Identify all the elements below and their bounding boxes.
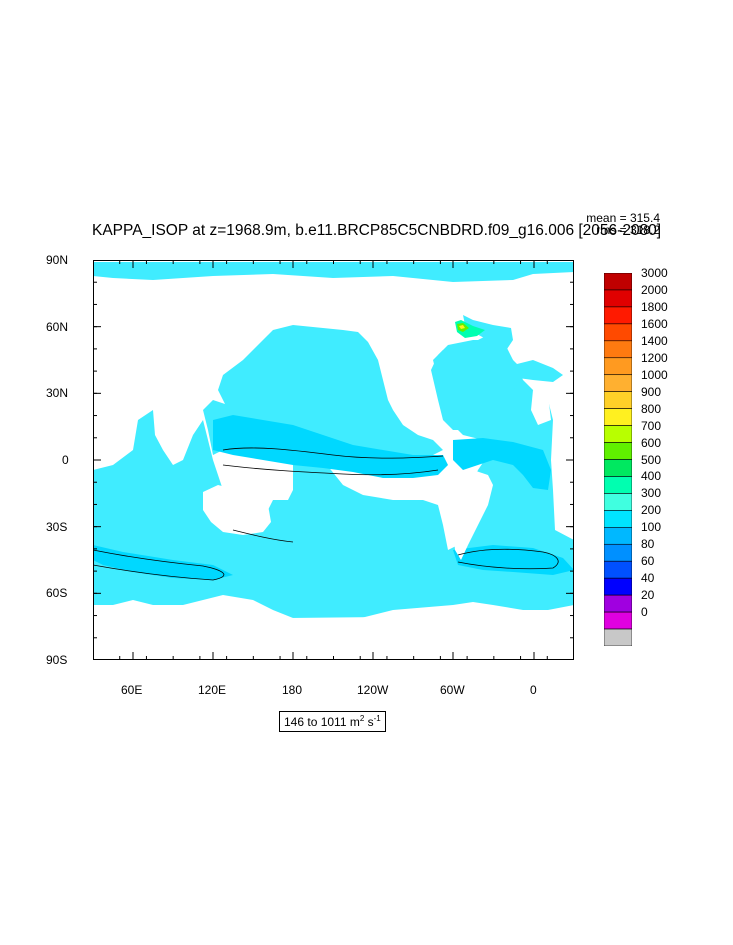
colorbar-label: 1200 [641,350,668,365]
colorbar-label: 0 [641,605,648,620]
labrador-hotspot [455,320,485,338]
high-value-band [93,415,574,580]
contour-lines [92,447,559,581]
australia-land [203,485,271,535]
axis-ticks [92,259,574,661]
colorbar-label: 2000 [641,282,668,297]
colorbar-box [604,391,632,409]
africa-land [531,390,551,425]
colorbar-box [604,289,632,308]
colorbar-label: 1800 [641,299,668,314]
colorbar-label: 40 [641,571,655,586]
colorbar-box [604,323,632,342]
colorbar-label: 300 [641,486,662,501]
equatorial-band [213,415,448,478]
colorbar-box [604,611,632,630]
x-tick-0: 0 [530,683,537,697]
range-label: 146 to 1011 m2 s-1 [279,711,386,732]
x-tick-60e: 60E [121,683,143,697]
colorbar-box [604,357,632,376]
colorbar-label: 600 [641,435,662,450]
x-tick-120e: 120E [198,683,227,697]
colorbar-box [604,425,632,443]
colorbar-box [604,594,632,613]
colorbar-box [604,374,632,392]
rms-value: rms = 318.2 [596,223,660,237]
colorbar-label: 3000 [641,266,668,280]
colorbar [604,273,632,646]
colorbar-box [604,493,632,511]
range-label-sup2: -1 [373,714,381,723]
mediterranean [513,360,563,382]
y-tick-90s: 90S [46,653,68,667]
colorbar-label: 900 [641,384,662,399]
colorbar-label: 80 [641,537,655,552]
colorbar-label: 500 [641,452,662,467]
x-tick-180: 180 [282,683,303,697]
colorbar-box [604,510,632,528]
antarctica-land [93,615,574,660]
colorbar-box [604,273,632,291]
y-tick-30n: 30N [46,386,69,400]
colorbar-label: 20 [641,588,655,603]
contour-equatorial-north [222,447,444,459]
range-label-middle: s [364,715,374,729]
hotspot-800 [459,325,465,329]
y-tick-60s: 60S [46,586,68,600]
y-tick-90n: 90N [46,253,69,267]
stats-block: mean = 315.4 rms = 318.2 [560,212,660,236]
y-tick-60n: 60N [46,320,69,334]
range-label-sup1: 2 [359,714,365,723]
colorbar-box [604,408,632,426]
colorbar-box [604,628,632,646]
southern-band-west [93,545,233,580]
colorbar-box [604,442,632,460]
colorbar-box [604,577,632,596]
colorbar-box [604,560,632,579]
contour-tasman [232,529,294,543]
land-masses [93,390,574,660]
north-atlantic [431,340,523,430]
nordic-sea [463,315,513,355]
colorbar-box [604,459,632,477]
atlantic-equatorial-band [453,438,551,490]
y-tick-30s: 30S [46,520,68,534]
contour-southern-west [92,549,225,581]
colorbar-box [604,306,632,325]
colorbar-label: 700 [641,418,662,433]
colorbar-label: 100 [641,520,662,535]
contour-southern-east [457,548,559,570]
colorbar-label: 800 [641,401,662,416]
range-label-prefix: 146 to 1011 m [284,715,360,729]
colorbar-label: 200 [641,503,662,518]
plot-title: KAPPA_ISOP at z=1968.9m, b.e11.BRCP85C5C… [92,222,662,239]
colorbar-label: 400 [641,469,662,484]
colorbar-label: 1600 [641,316,668,331]
colorbar-label: 1400 [641,333,668,348]
x-tick-60w: 60W [440,683,465,697]
x-tick-120w: 120W [357,683,389,697]
colorbar-box [604,527,632,545]
colorbar-box [604,543,632,562]
colorbar-box [604,340,632,359]
colorbar-label: 60 [641,554,655,569]
map-panel [92,259,574,661]
mean-value: mean = 315.4 [586,211,660,225]
colorbar-label: 1000 [641,367,668,382]
ocean-map [92,259,574,661]
contour-equatorial-south [222,464,439,476]
y-tick-0: 0 [62,453,69,467]
colorbar-box [604,476,632,494]
south-america-land [453,470,493,560]
